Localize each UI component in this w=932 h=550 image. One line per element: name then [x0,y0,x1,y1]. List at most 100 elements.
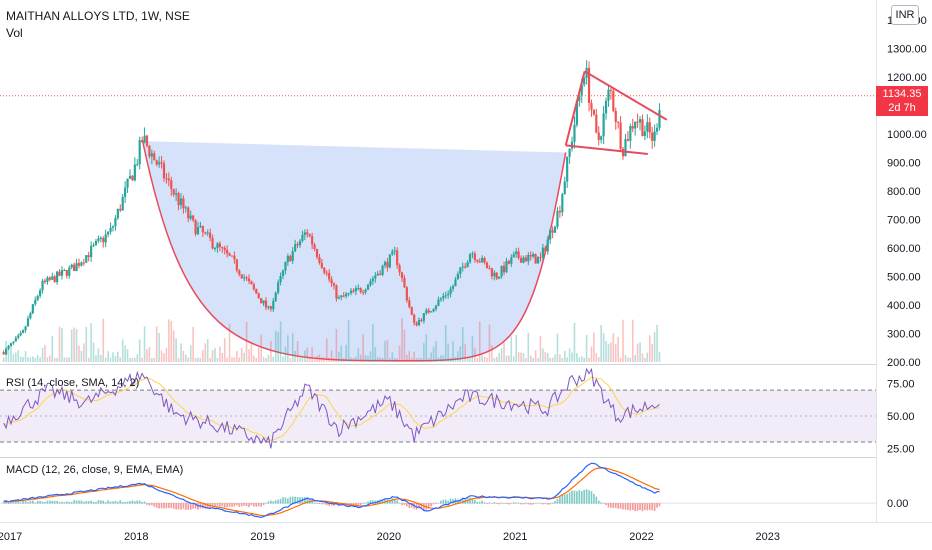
macd-histogram-bar [17,501,20,504]
currency-button[interactable]: INR [891,5,919,25]
macd-histogram-bar [15,501,17,504]
macd-histogram-bar [449,498,452,504]
volume-bar [313,357,316,362]
volume-bar [622,319,624,362]
volume-bar [24,351,27,362]
volume-bar [299,357,301,362]
candle-body [243,277,246,279]
volume-bar [175,338,177,362]
candle-body [641,119,644,136]
candle-body [485,262,489,269]
candle-body [233,255,236,260]
candle-body [379,273,382,275]
volume-bar [279,321,282,362]
candle-body [303,232,306,235]
volume-bar [430,352,432,362]
macd-histogram-bar [571,490,573,504]
macd-histogram-bar [588,490,590,504]
macd-indicator-label[interactable]: MACD (12, 26, close, 9, EMA, EMA) [6,464,184,476]
candle-body [189,215,192,219]
macd-histogram-bar [602,502,605,504]
macd-histogram-bar [350,503,352,505]
candle-body [148,145,151,157]
macd-histogram-bar [362,502,364,504]
macd-histogram-bar [391,498,394,504]
time-tick-label: 2019 [250,531,274,543]
macd-histogram-bar [493,502,496,504]
macd-histogram-bar [226,503,228,508]
candle-body [561,194,564,213]
candle-body [493,272,496,277]
macd-histogram-bar [270,500,272,504]
volume-bar [495,356,498,362]
volume-bar [10,343,12,362]
macd-histogram-bar [471,498,474,504]
volume-bar [102,318,105,362]
macd-histogram-bar [104,502,107,504]
volume-bar [185,354,187,362]
macd-histogram-bar [219,503,221,507]
volume-bar [58,326,61,362]
macd-histogram-bar [529,503,532,505]
macd-histogram-bar [367,501,369,504]
candle-body [340,295,343,298]
candle-body [434,305,438,309]
macd-histogram-bar [221,503,224,507]
candle-body [291,251,294,261]
candle-body [347,293,350,295]
candle-body [524,257,527,262]
volume-bar [291,333,294,362]
candle-body [26,318,30,327]
candle-body [9,343,13,346]
price-tick-label: 300.00 [887,329,921,341]
macd-histogram-bar [600,502,602,504]
candle-body [342,295,345,297]
candle-body [22,330,25,333]
volume-bar [272,356,275,362]
candle-body [386,261,389,268]
volume-bar [17,350,20,362]
candle-body [5,348,8,355]
volume-bar [151,357,153,362]
volume-bar [646,352,649,362]
volume-bar [83,343,85,362]
macd-histogram-bar [381,499,384,504]
rsi-indicator-label[interactable]: RSI (14, close, SMA, 14, 2) [6,377,140,389]
macd-histogram-bar [129,501,131,504]
candle-body [31,304,34,314]
macd-histogram-bar [160,503,163,509]
macd-histogram-bar [595,496,598,504]
candle-body [444,295,447,297]
volume-bar [219,346,221,362]
volume-bar [257,347,260,362]
macd-histogram-bar [313,502,316,504]
volume-bar [355,356,357,362]
volume-bar [418,357,420,362]
volume-bar [41,347,44,362]
candle-body [187,207,190,219]
macd-histogram-bar [525,502,527,504]
macd-histogram-bar [551,502,554,504]
candle-body [325,272,328,274]
candle-body [68,267,71,276]
macd-histogram-bar [474,499,476,504]
volume-bar [556,333,559,362]
macd-histogram-bar [36,500,39,504]
volume-bar [146,349,148,362]
macd-histogram-bar [532,503,534,505]
candle-body [439,298,442,300]
candle-body [143,135,146,143]
candle-body [381,265,384,275]
macd-histogram-bar [435,502,437,504]
volume-bar [515,335,517,362]
volume-bar [301,357,304,362]
volume-bar [525,357,527,362]
candle-body [517,251,520,259]
macd-histogram-bar [476,501,479,504]
candle-body [473,253,476,260]
macd-histogram-bar [102,500,105,504]
candle-body [281,270,285,276]
volume-bar [493,357,496,362]
volume-bar [600,325,602,362]
